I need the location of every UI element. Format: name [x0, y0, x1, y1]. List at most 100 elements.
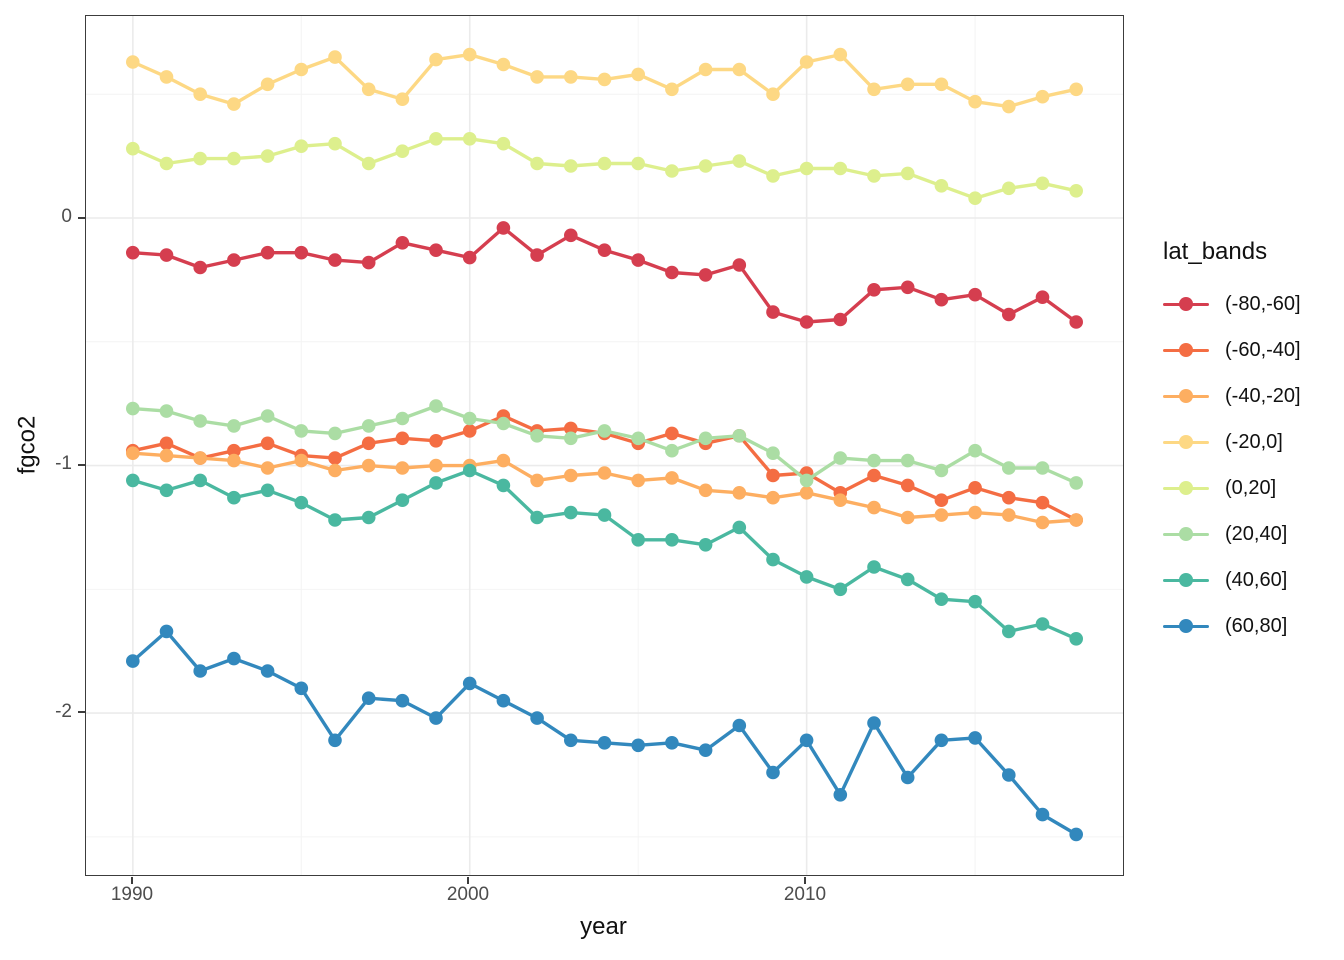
- data-point-(-20,0]-1994: [260, 77, 275, 92]
- data-point-(-40,-20]-2002: [530, 473, 544, 488]
- data-point-(40,60]-2001: [496, 478, 511, 493]
- legend-entry: (-60,-40]: [1163, 327, 1339, 373]
- data-point-(20,40]-1999: [429, 399, 443, 413]
- y-axis-tick-label: -1: [55, 453, 72, 474]
- data-point-(0,20]-2014: [934, 179, 949, 193]
- data-point-(-60,-40]-2006: [665, 426, 679, 441]
- data-point-(40,60]-1998: [395, 493, 410, 508]
- data-point-(20,40]-2017: [1035, 461, 1050, 475]
- data-point-(-20,0]-2011: [833, 47, 848, 62]
- legend-key-icon: [1163, 618, 1209, 634]
- legend-key-icon: [1163, 572, 1209, 588]
- x-axis-tick-label: 1990: [110, 884, 154, 905]
- data-point-(-40,-20]-1999: [429, 458, 443, 473]
- legend-title: lat_bands: [1163, 238, 1268, 265]
- data-point-(-80,-60]-2011: [833, 312, 848, 327]
- data-point-(40,60]-2017: [1035, 617, 1050, 631]
- data-point-(-20,0]-2008: [732, 62, 747, 77]
- data-point-(-80,-60]-1994: [260, 245, 275, 260]
- data-point-(20,40]-1995: [294, 424, 309, 438]
- data-point-(60,80]-1997: [361, 691, 376, 705]
- y-axis-title-wrap: fgco2: [0, 15, 54, 874]
- data-point-(40,60]-2014: [934, 592, 949, 606]
- y-axis-title: fgco2: [13, 415, 40, 474]
- data-point-(-40,-20]-2017: [1035, 515, 1050, 530]
- data-point-(40,60]-2004: [597, 508, 612, 522]
- data-point-(-40,-20]-2006: [665, 471, 679, 485]
- data-point-(-40,-20]-2013: [900, 510, 915, 525]
- legend-key-icon: [1163, 526, 1209, 542]
- data-point-(20,40]-2005: [631, 431, 645, 446]
- data-point-(60,80]-1991: [159, 624, 174, 639]
- data-point-(20,40]-2002: [530, 429, 544, 443]
- data-point-(0,20]-2001: [496, 136, 511, 151]
- data-point-(60,80]-2015: [968, 731, 982, 745]
- data-point-(-80,-60]-2001: [496, 221, 511, 235]
- data-point-(-40,-20]-1993: [227, 453, 241, 468]
- data-point-(0,20]-2008: [732, 154, 747, 168]
- data-point-(-40,-20]-2003: [564, 468, 578, 483]
- plot-canvas: [86, 16, 1123, 875]
- data-point-(0,20]-2005: [631, 156, 645, 171]
- data-point-(40,60]-2000: [462, 463, 477, 478]
- data-point-(-40,-20]-2012: [867, 500, 881, 515]
- data-point-(-60,-40]-2000: [462, 424, 477, 438]
- data-point-(-60,-40]-2017: [1035, 495, 1050, 510]
- data-point-(60,80]-2012: [867, 716, 881, 730]
- data-point-(40,60]-2018: [1069, 632, 1083, 646]
- data-point-(-60,-40]-2003: [564, 421, 578, 436]
- data-point-(-40,-20]-2005: [631, 473, 645, 488]
- legend-key-icon: [1163, 480, 1209, 496]
- data-point-(-20,0]-2013: [900, 77, 915, 92]
- data-point-(-40,-20]-1996: [328, 463, 342, 478]
- data-point-(-60,-40]-2014: [934, 493, 949, 508]
- x-tick-mark: [804, 876, 807, 884]
- data-point-(0,20]-1996: [328, 136, 342, 151]
- data-point-(-20,0]-1995: [294, 62, 309, 77]
- data-point-(60,80]-2000: [462, 676, 477, 691]
- y-tick-mark: [78, 711, 85, 713]
- data-point-(-20,0]-2005: [631, 67, 645, 82]
- data-point-(-40,-20]-1991: [159, 448, 174, 463]
- data-point-(20,40]-2003: [564, 431, 578, 446]
- data-point-(0,20]-1994: [260, 149, 275, 163]
- data-point-(20,40]-2001: [496, 416, 511, 431]
- data-point-(-20,0]-1993: [227, 97, 241, 111]
- data-point-(0,20]-1995: [294, 139, 309, 153]
- data-point-(0,20]-1993: [227, 151, 241, 166]
- x-tick-mark: [467, 876, 470, 884]
- data-point-(20,40]-2006: [665, 443, 679, 458]
- data-point-(20,40]-2012: [867, 453, 881, 468]
- data-point-(-80,-60]-1992: [193, 260, 207, 275]
- data-point-(40,60]-1991: [159, 483, 174, 498]
- data-point-(40,60]-1993: [227, 490, 241, 505]
- data-point-(40,60]-2008: [732, 520, 747, 535]
- data-point-(-40,-20]-2009: [766, 490, 780, 505]
- data-point-(20,40]-2014: [934, 463, 949, 478]
- data-point-(-20,0]-2006: [665, 82, 679, 97]
- data-point-(-80,-60]-1995: [294, 245, 309, 260]
- data-point-(0,20]-1997: [361, 156, 376, 171]
- legend-key-icon: [1163, 388, 1209, 404]
- data-point-(-80,-60]-2014: [934, 292, 949, 307]
- data-point-(-80,-60]-2018: [1069, 315, 1083, 329]
- data-point-(40,60]-1997: [361, 510, 376, 525]
- data-point-(-40,-20]-1990: [126, 446, 140, 461]
- data-point-(-20,0]-2003: [564, 70, 578, 84]
- data-point-(-20,0]-1999: [429, 52, 443, 67]
- data-point-(-80,-60]-2008: [732, 258, 747, 272]
- legend-entry-label: (0,20]: [1225, 476, 1277, 499]
- data-point-(0,20]-2000: [462, 132, 477, 146]
- data-point-(-40,-20]-1997: [361, 458, 376, 473]
- data-point-(-20,0]-2010: [799, 55, 814, 69]
- data-point-(-20,0]-2004: [597, 72, 612, 87]
- data-point-(0,20]-2017: [1035, 176, 1050, 191]
- data-point-(-80,-60]-1998: [395, 236, 410, 250]
- data-point-(-40,-20]-1994: [260, 461, 275, 475]
- data-point-(20,40]-2004: [597, 424, 612, 438]
- data-point-(-20,0]-2015: [968, 94, 982, 109]
- data-point-(-80,-60]-2000: [462, 250, 477, 265]
- data-point-(40,60]-1995: [294, 495, 309, 510]
- data-point-(20,40]-1996: [328, 426, 342, 441]
- data-point-(-20,0]-2002: [530, 70, 544, 84]
